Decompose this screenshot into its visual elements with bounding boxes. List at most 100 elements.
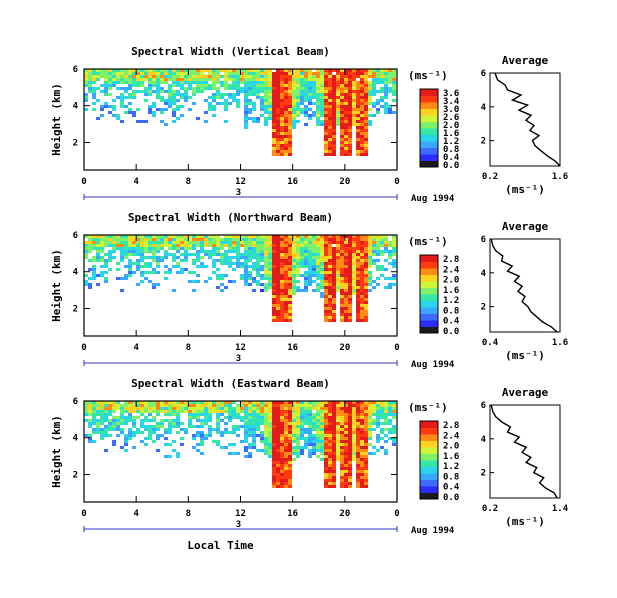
heatmap-cell xyxy=(256,274,260,277)
heatmap-cell xyxy=(168,419,172,422)
x-tick-label: 8 xyxy=(186,177,191,187)
heatmap-cell xyxy=(156,407,160,410)
x-tick-label: 8 xyxy=(186,343,191,353)
heatmap-cell xyxy=(128,274,132,277)
heatmap-cell xyxy=(232,250,236,253)
heatmap-cell xyxy=(228,235,232,238)
heatmap-cell xyxy=(264,446,268,449)
heatmap-cell xyxy=(292,280,296,283)
heatmap-cell xyxy=(252,69,256,72)
heatmap-cell xyxy=(244,440,248,443)
heatmap-cell xyxy=(340,87,344,90)
heatmap-cell xyxy=(96,274,100,277)
heatmap-cell xyxy=(304,114,308,117)
heatmap-cell xyxy=(344,458,348,461)
heatmap-cell xyxy=(328,410,332,413)
heatmap-cell xyxy=(188,280,192,283)
heatmap-cell xyxy=(260,407,264,410)
heatmap-cell xyxy=(364,96,368,99)
heatmap-cell xyxy=(316,123,320,126)
heatmap-cell xyxy=(260,268,264,271)
heatmap-cell xyxy=(344,262,348,265)
heatmap-cell xyxy=(348,238,352,241)
heatmap-cell xyxy=(388,69,392,72)
heatmap-cell xyxy=(264,102,268,105)
heatmap-cell xyxy=(208,428,212,431)
heatmap-cell xyxy=(324,150,328,153)
heatmap-cell xyxy=(300,241,304,244)
heatmap-cell xyxy=(348,434,352,437)
heatmap-cell xyxy=(336,235,340,238)
heatmap-cell xyxy=(300,262,304,265)
heatmap-cell xyxy=(356,407,360,410)
heatmap-cell xyxy=(368,413,372,416)
heatmap-cell xyxy=(284,286,288,289)
heatmap-cell xyxy=(204,407,208,410)
heatmap-cell xyxy=(176,238,180,241)
heatmap-cell xyxy=(144,87,148,90)
heatmap-cell xyxy=(356,144,360,147)
heatmap-cell xyxy=(112,416,116,419)
heatmap-cell xyxy=(332,265,336,268)
heatmap-cell xyxy=(216,443,220,446)
heatmap-cell xyxy=(316,105,320,108)
heatmap-cell xyxy=(364,268,368,271)
heatmap-cell xyxy=(320,247,324,250)
heatmap-cell xyxy=(328,241,332,244)
heatmap-cell xyxy=(224,238,228,241)
heatmap-cell xyxy=(228,78,232,81)
heatmap-cell xyxy=(344,428,348,431)
heatmap-cell xyxy=(88,87,92,90)
heatmap-cell xyxy=(324,238,328,241)
heatmap-cell xyxy=(288,150,292,153)
heatmap-cell xyxy=(332,440,336,443)
heatmap-cell xyxy=(132,407,136,410)
heatmap-cell xyxy=(188,410,192,413)
heatmap-cell xyxy=(360,467,364,470)
heatmap-cell xyxy=(300,289,304,292)
heatmap-cell xyxy=(240,265,244,268)
heatmap-cell xyxy=(328,431,332,434)
heatmap-cell xyxy=(340,280,344,283)
heatmap-cell xyxy=(344,301,348,304)
heatmap-cell xyxy=(356,443,360,446)
heatmap-cell xyxy=(348,247,352,250)
heatmap-cell xyxy=(356,307,360,310)
heatmap-cell xyxy=(324,458,328,461)
heatmap-cell xyxy=(224,99,228,102)
heatmap-cell xyxy=(364,241,368,244)
heatmap-cell xyxy=(296,111,300,114)
heatmap-cell xyxy=(204,241,208,244)
heatmap-cell xyxy=(172,72,176,75)
heatmap-cell xyxy=(292,96,296,99)
heatmap-cell xyxy=(304,431,308,434)
heatmap-cell xyxy=(380,268,384,271)
heatmap-cell xyxy=(296,244,300,247)
heatmap-cell xyxy=(380,105,384,108)
heatmap-cell xyxy=(284,440,288,443)
heatmap-cell xyxy=(240,262,244,265)
heatmap-cell xyxy=(384,93,388,96)
heatmap-cell xyxy=(244,277,248,280)
heatmap-cell xyxy=(244,419,248,422)
heatmap-cell xyxy=(264,440,268,443)
heatmap-cell xyxy=(216,253,220,256)
colorbar-frame xyxy=(419,420,439,500)
colorbar-swatch xyxy=(420,421,438,428)
heatmap-cell xyxy=(364,431,368,434)
heatmap-cell xyxy=(128,419,132,422)
heatmap-cell xyxy=(236,93,240,96)
heatmap-cell xyxy=(364,87,368,90)
heatmap-cell xyxy=(196,90,200,93)
heatmap-cell xyxy=(300,72,304,75)
heatmap-cell xyxy=(280,108,284,111)
heatmap-cell xyxy=(280,132,284,135)
heatmap-cell xyxy=(152,256,156,259)
heatmap-cell xyxy=(352,120,356,123)
heatmap-cell xyxy=(244,274,248,277)
heatmap-cell xyxy=(244,111,248,114)
heatmap-cell xyxy=(348,262,352,265)
heatmap-cell xyxy=(160,419,164,422)
heatmap-cell xyxy=(340,446,344,449)
profile-y-tick-label: 2 xyxy=(481,137,486,147)
